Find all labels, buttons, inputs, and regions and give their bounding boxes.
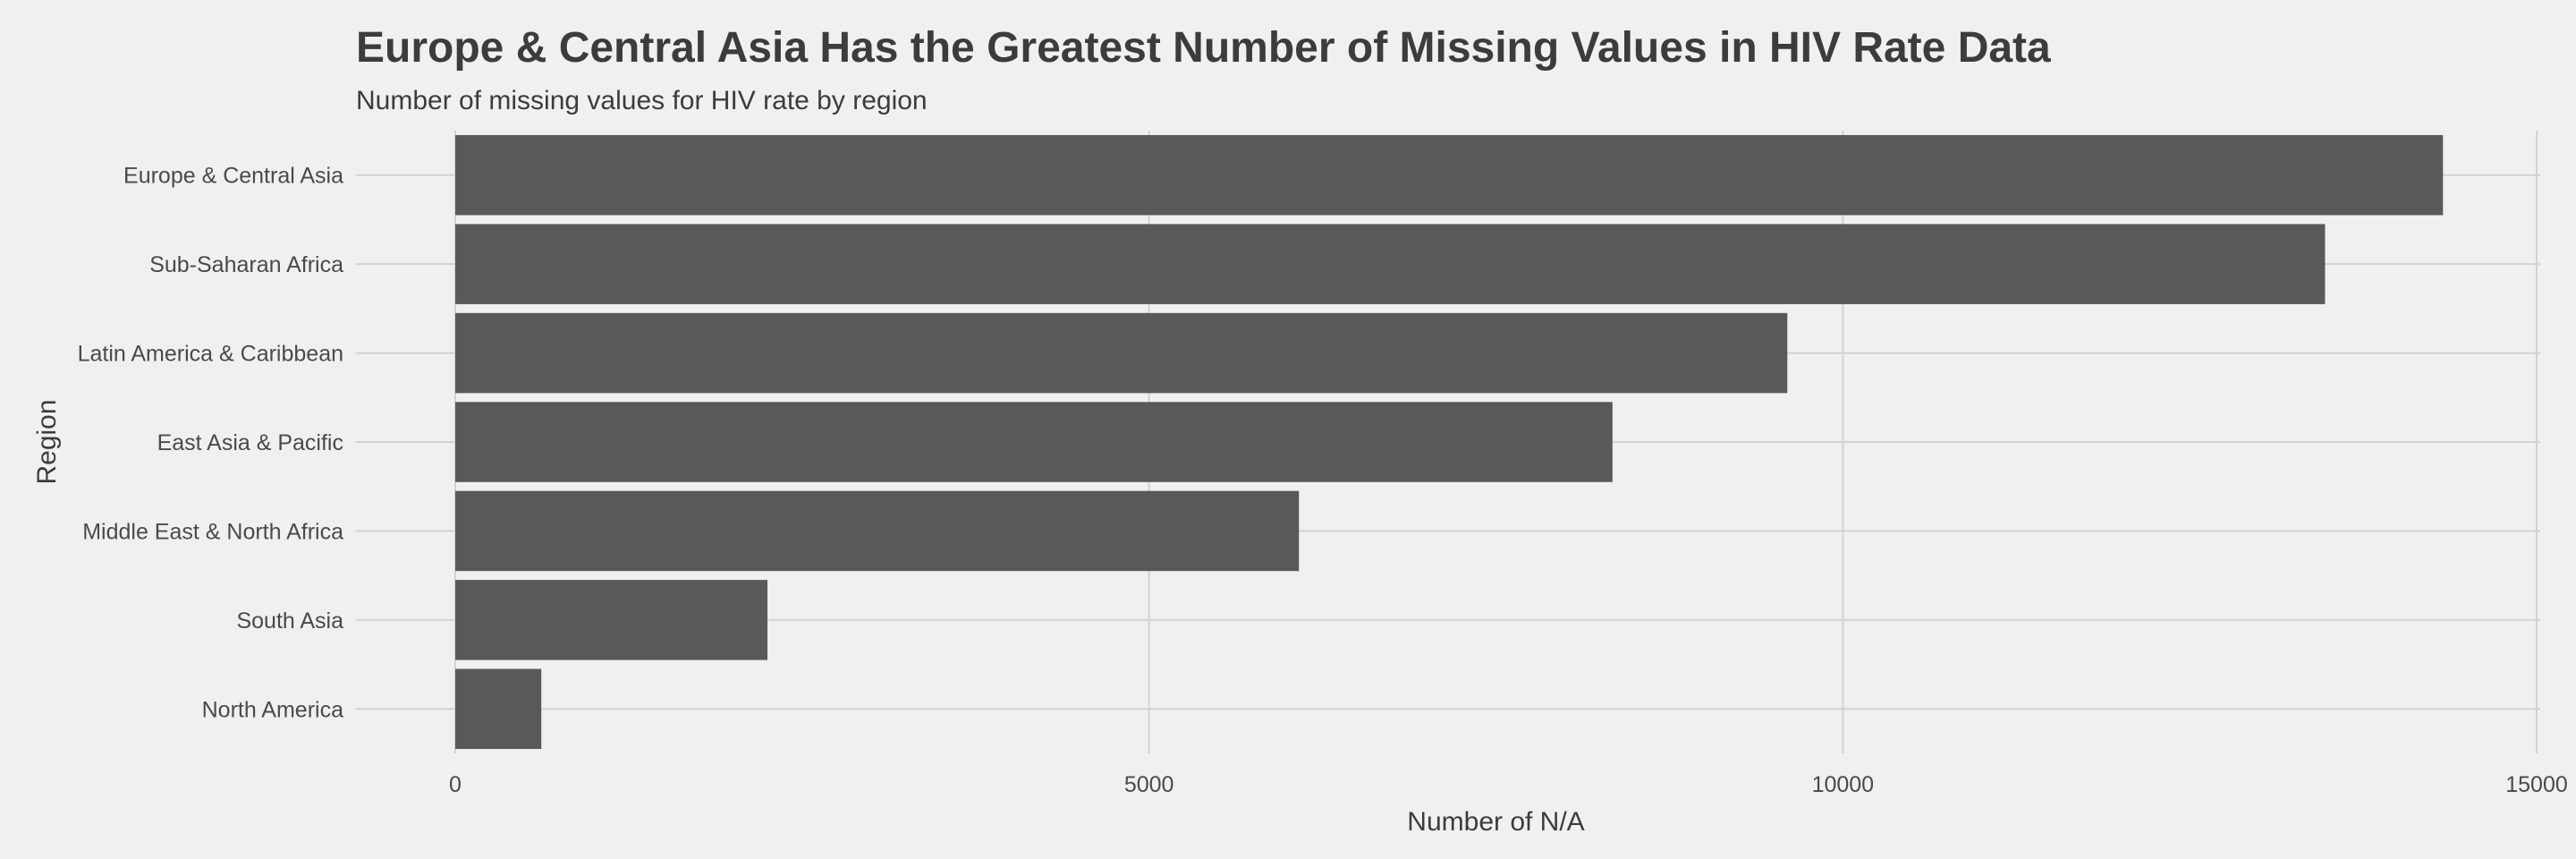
y-tick-label: South Asia bbox=[236, 608, 343, 634]
y-tick-label: Latin America & Caribbean bbox=[78, 342, 343, 367]
x-axis-title: Number of N/A bbox=[1407, 807, 1584, 837]
x-tick-label: 5000 bbox=[1124, 772, 1174, 797]
x-tick-label: 0 bbox=[449, 772, 462, 797]
bar bbox=[455, 668, 542, 750]
bar bbox=[455, 580, 768, 660]
bar bbox=[455, 312, 1788, 394]
y-tick-label: Middle East & North Africa bbox=[82, 519, 343, 544]
chart-title: Europe & Central Asia Has the Greatest N… bbox=[356, 24, 2051, 72]
y-axis-title: Region bbox=[32, 399, 62, 484]
bars bbox=[455, 134, 2444, 750]
x-tick-label: 15000 bbox=[2505, 772, 2568, 797]
y-tick-label: Sub-Saharan Africa bbox=[149, 252, 343, 277]
bar bbox=[455, 490, 1300, 572]
y-tick-label: Europe & Central Asia bbox=[123, 164, 343, 189]
y-tick-label: East Asia & Pacific bbox=[157, 430, 343, 455]
bar bbox=[455, 224, 2326, 304]
chart-subtitle: Number of missing values for HIV rate by… bbox=[356, 86, 928, 115]
tick-labels: 0 5000 10000 15000 Europe & Central Asia Sub-… bbox=[78, 164, 2568, 797]
bar bbox=[455, 134, 2444, 216]
x-tick-label: 10000 bbox=[1812, 772, 1875, 797]
bar bbox=[455, 402, 1613, 482]
y-tick-label: North America bbox=[202, 697, 343, 722]
